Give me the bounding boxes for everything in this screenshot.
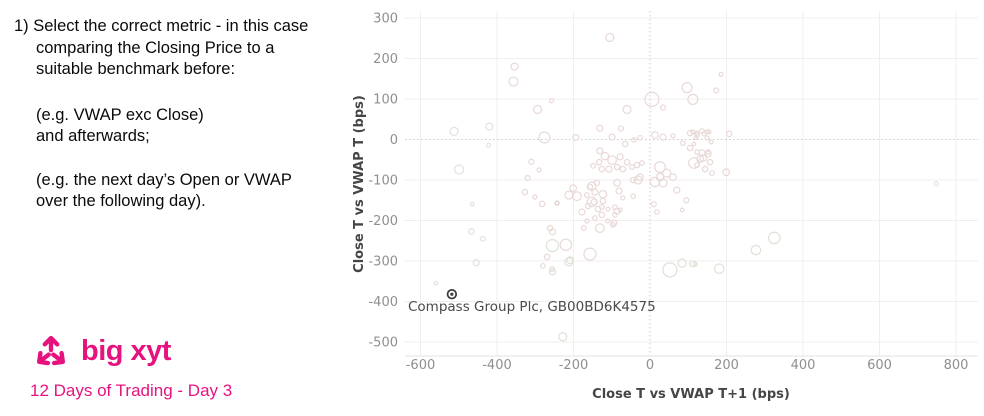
instruction-paragraph-1: 1) Select the correct metric - in this c…: [14, 17, 309, 78]
svg-text:200: 200: [714, 358, 739, 373]
y-axis-title: Close T vs VWAP T (bps): [352, 95, 367, 273]
svg-text:0: 0: [390, 133, 398, 148]
svg-text:100: 100: [373, 93, 398, 108]
brand-wordmark: big xyt: [81, 334, 171, 367]
data-points: [433, 32, 939, 342]
campaign-title: 12 Days of Trading - Day 3: [30, 381, 233, 400]
instruction-paragraph-3: (e.g. the next day’s Open or VWAP over t…: [36, 170, 292, 211]
svg-text:-200: -200: [368, 214, 398, 229]
bigxyt-logo-icon: [36, 335, 66, 366]
svg-text:-600: -600: [406, 358, 436, 373]
scatter-chart: Compass Group Plc, GB00BD6K4575-600 -400-…: [352, 11, 978, 402]
x-tick-labels: -600 -400 -200 0 200 400 600 800: [406, 358, 969, 373]
svg-text:-100: -100: [368, 174, 398, 189]
svg-text:800: 800: [944, 358, 969, 373]
highlighted-point[interactable]: [446, 289, 458, 300]
svg-text:-500: -500: [368, 336, 398, 351]
instruction-paragraph-2: (e.g. VWAP exc Close) and afterwards;: [36, 105, 204, 146]
svg-text:200: 200: [373, 52, 398, 67]
svg-text:-400: -400: [482, 358, 512, 373]
svg-text:-200: -200: [559, 358, 589, 373]
svg-text:600: 600: [867, 358, 892, 373]
point-annotation: Compass Group Plc, GB00BD6K4575: [408, 299, 656, 315]
x-axis-title: Close T vs VWAP T+1 (bps): [592, 387, 790, 402]
svg-text:0: 0: [646, 358, 654, 373]
brand-block: big xyt 12 Days of Trading - Day 3: [30, 330, 232, 401]
instructions-block: 1) Select the correct metric - in this c…: [14, 16, 358, 235]
svg-text:-400: -400: [368, 295, 398, 310]
gridlines: [405, 11, 978, 356]
y-tick-labels: 300 200 100 0 -100 -200 -300 -400 -500: [368, 12, 398, 351]
svg-text:300: 300: [373, 12, 398, 27]
svg-text:400: 400: [791, 358, 816, 373]
svg-text:-300: -300: [368, 255, 398, 270]
